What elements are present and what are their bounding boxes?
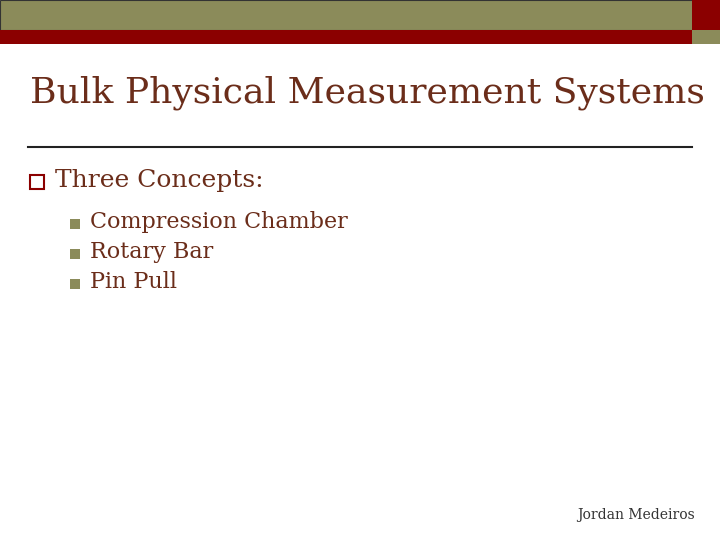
Bar — [30, 175, 44, 189]
Bar — [0, 30, 720, 44]
Bar — [70, 219, 80, 229]
Bar — [692, 30, 720, 44]
Text: Three Concepts:: Three Concepts: — [55, 168, 264, 192]
Bar — [70, 279, 80, 289]
Bar — [70, 249, 80, 259]
Text: Bulk Physical Measurement Systems: Bulk Physical Measurement Systems — [30, 76, 705, 110]
Text: Jordan Medeiros: Jordan Medeiros — [577, 508, 695, 522]
Text: Pin Pull: Pin Pull — [90, 271, 177, 293]
Text: Rotary Bar: Rotary Bar — [90, 241, 213, 263]
Bar — [0, 0, 720, 30]
Bar — [692, 0, 720, 30]
Text: Compression Chamber: Compression Chamber — [90, 211, 348, 233]
